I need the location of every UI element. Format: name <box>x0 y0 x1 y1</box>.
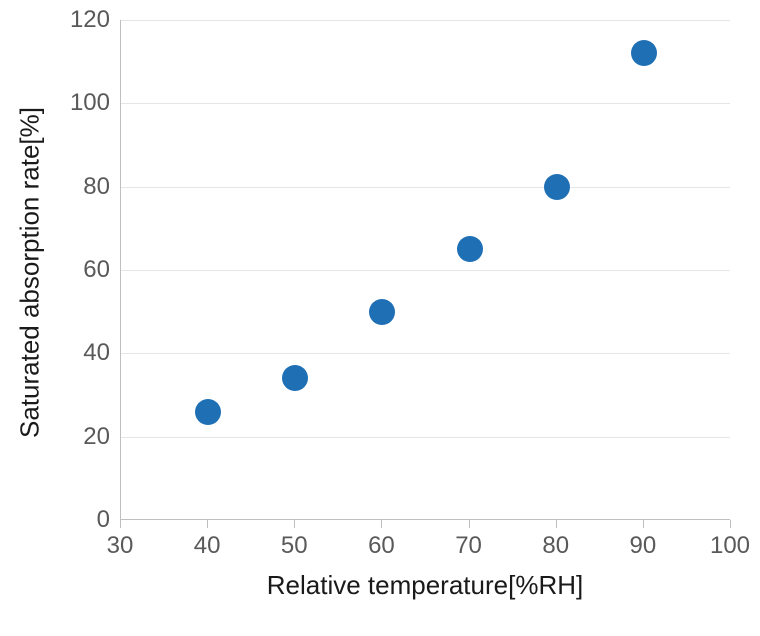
data-point <box>282 365 308 391</box>
x-tick-label: 40 <box>194 532 221 560</box>
x-tick-label: 60 <box>368 532 395 560</box>
gridline-horizontal <box>121 353 730 354</box>
x-axis-label: Relative temperature[%RH] <box>120 570 730 601</box>
data-point <box>457 236 483 262</box>
gridline-horizontal <box>121 437 730 438</box>
x-tick-mark <box>643 520 644 528</box>
gridline-horizontal <box>121 103 730 104</box>
data-point <box>631 40 657 66</box>
x-tick-label: 100 <box>710 532 750 560</box>
x-tick-mark <box>381 520 382 528</box>
x-tick-mark <box>207 520 208 528</box>
y-axis-label: Saturated absorption rate[%] <box>15 23 46 523</box>
y-tick-label: 20 <box>60 423 110 451</box>
x-tick-label: 30 <box>107 532 134 560</box>
scatter-chart: Saturated absorption rate[%] Relative te… <box>0 0 760 636</box>
x-tick-mark <box>556 520 557 528</box>
data-point <box>369 299 395 325</box>
x-tick-mark <box>730 520 731 528</box>
x-tick-mark <box>294 520 295 528</box>
x-tick-label: 90 <box>629 532 656 560</box>
x-tick-label: 80 <box>542 532 569 560</box>
x-tick-label: 50 <box>281 532 308 560</box>
data-point <box>195 399 221 425</box>
x-tick-mark <box>469 520 470 528</box>
x-tick-mark <box>120 520 121 528</box>
y-tick-label: 120 <box>60 6 110 34</box>
gridline-horizontal <box>121 20 730 21</box>
gridline-horizontal <box>121 187 730 188</box>
x-tick-label: 70 <box>455 532 482 560</box>
data-point <box>544 174 570 200</box>
gridline-horizontal <box>121 270 730 271</box>
y-tick-label: 60 <box>60 256 110 284</box>
plot-area <box>120 20 730 520</box>
y-tick-label: 40 <box>60 339 110 367</box>
y-tick-label: 100 <box>60 89 110 117</box>
y-tick-label: 80 <box>60 173 110 201</box>
y-tick-label: 0 <box>60 506 110 534</box>
